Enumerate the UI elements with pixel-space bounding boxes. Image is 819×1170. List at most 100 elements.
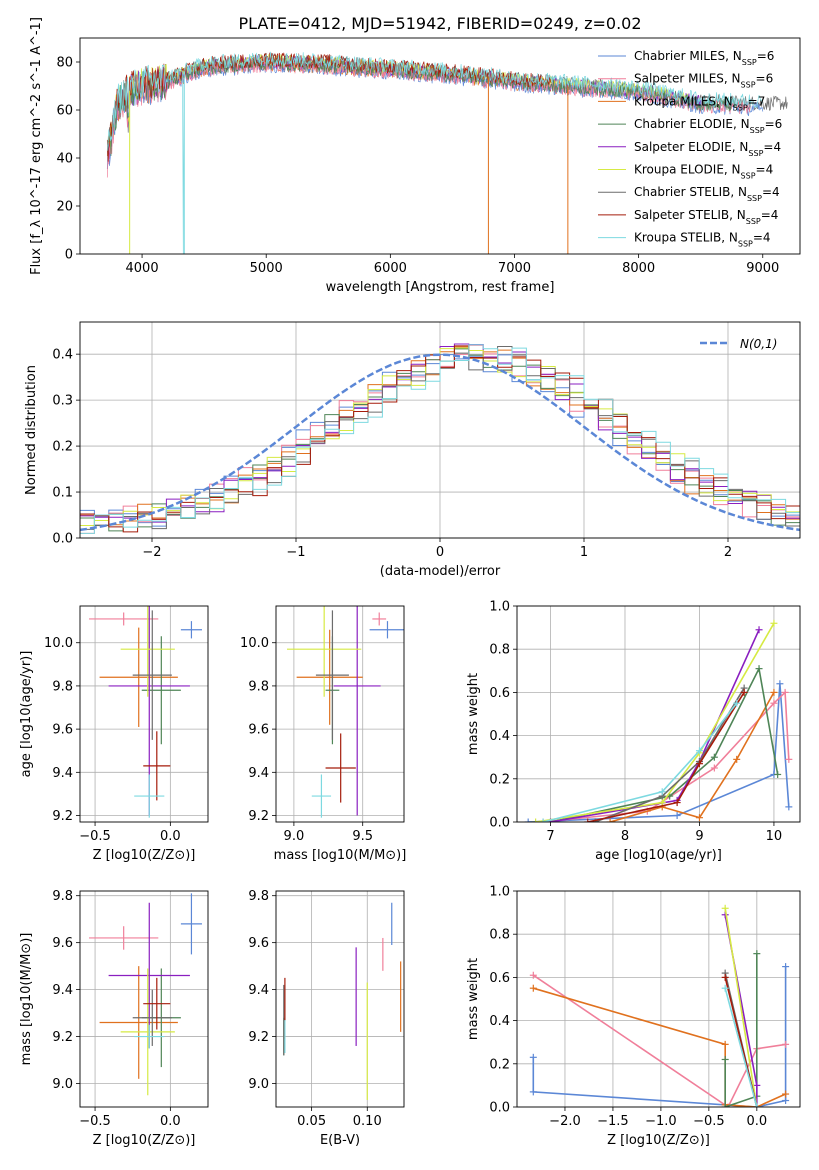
y-tick-label: 9.0 [52,1077,73,1092]
y-tick-label: 80 [56,56,73,71]
data-point [134,774,165,818]
data-point [369,621,404,639]
x-tick-label: −0.5 [693,1114,725,1129]
y-tick-label: 0.6 [489,971,510,986]
plus-marker [673,812,681,820]
plus-marker [753,1103,761,1107]
x-tick-label: 10 [766,829,783,844]
plus-marker [539,818,547,822]
x-axis-label: Z [log10(Z/Z⊙)] [93,1133,196,1148]
legend-sub: SSP [741,80,756,89]
plot-area-mass-z [89,893,202,1096]
data-point [315,610,349,740]
plus-marker [710,753,718,761]
data-point [99,627,178,727]
data-point [143,977,171,1030]
weight-series-7 [594,687,745,822]
y-tick-label: 9.8 [52,679,73,694]
y-tick-label: 9.4 [52,983,73,998]
plot-area-mass-ebv [283,902,402,1100]
plus-marker [733,699,741,707]
weight-series-8 [587,691,745,822]
y-tick-label: 0.2 [489,772,510,787]
x-tick-label: 0.10 [353,1114,382,1129]
x-tick-label: 5000 [250,261,283,276]
gaussian-curve [80,353,800,532]
data-point [108,902,190,1049]
axes-frame [79,321,801,539]
y-tick-label: 9.8 [248,679,269,694]
axes-frame [516,605,801,823]
plus-marker [673,799,681,807]
data-point [333,606,381,816]
legend-entry: Chabrier STELIB, NSSP=4 [634,185,780,203]
legend-sub: SSP [747,194,762,203]
legend-entry: Salpeter MILES, NSSP=6 [634,72,773,90]
weight-series-2 [532,974,786,1107]
legend-entry: Salpeter ELODIE, NSSP=4 [634,140,781,158]
x-axis-label: mass [log10(M/M⊙)] [274,848,407,863]
plus-marker [785,755,793,763]
data-point [143,731,171,801]
data-point [89,612,159,626]
x-tick-label: −1.5 [597,1114,629,1129]
plus-marker [770,688,778,696]
legend-sub: SSP [750,126,765,135]
axes-frame [516,890,801,1108]
y-tick-label: 60 [56,104,73,119]
plus-marker [710,764,718,772]
plus-marker [721,984,729,992]
y-tick-label: 0.0 [489,816,510,831]
axes-frame [79,37,801,255]
data-point [132,610,172,740]
histogram-series-9 [80,344,800,538]
plus-marker [532,818,540,822]
legend-entry: Salpeter STELIB, NSSP=4 [634,208,778,226]
y-tick-label: 9.2 [52,1030,73,1045]
legend-entry: Kroupa ELODIE, NSSP=4 [634,163,773,181]
y-tick-label: 0 [65,248,73,263]
plus-marker [695,814,703,822]
plus-marker [529,971,537,979]
plus-marker [753,1081,761,1089]
plot-area-weight-age [524,619,793,822]
x-tick-label: −1.0 [645,1114,677,1129]
y-tick-label: 9.6 [248,936,269,951]
plot-area-residuals [80,343,800,538]
axes-frame [79,605,209,823]
legend-entry: Kroupa STELIB, NSSP=4 [634,231,771,249]
x-tick-label: −2.0 [549,1114,581,1129]
y-tick-label: 0.1 [52,486,73,501]
x-axis-label: wavelength [Angstrom, rest frame] [326,280,555,295]
weight-series-5 [550,629,760,822]
x-tick-label: 9.0 [284,829,305,844]
x-axis-label: (data-model)/error [380,564,501,579]
data-point [180,893,202,955]
plus-marker [770,699,778,707]
plus-marker [658,788,666,796]
y-tick-label: 10.0 [240,636,269,651]
y-axis-label: age [log10(age/yr)] [19,651,34,778]
data-point [99,966,178,1079]
x-tick-label: 9.5 [352,829,373,844]
y-axis-label: Flux [f_λ 10^-17 erg cm^-2 s^-1 A^-1] [29,17,44,275]
y-tick-label: 0.2 [489,1057,510,1072]
plus-marker [740,688,748,696]
plus-marker [721,1055,729,1063]
data-point [89,926,159,950]
x-tick-label: 0.0 [160,829,181,844]
y-tick-label: 0.4 [52,348,73,363]
y-tick-label: 0.3 [52,394,73,409]
y-tick-label: 40 [56,152,73,167]
axes-frame [275,605,405,823]
data-point [311,774,332,818]
y-tick-label: 0.8 [489,643,510,658]
y-tick-label: 9.6 [248,723,269,738]
weight-series-1 [528,683,790,822]
y-tick-label: 9.2 [248,1030,269,1045]
plus-marker [695,760,703,768]
plot-area-spectrum [106,51,788,254]
data-point [120,968,175,1096]
x-axis-label: Z [log10(Z/Z⊙)] [607,1133,710,1148]
axes-frame [79,890,209,1108]
